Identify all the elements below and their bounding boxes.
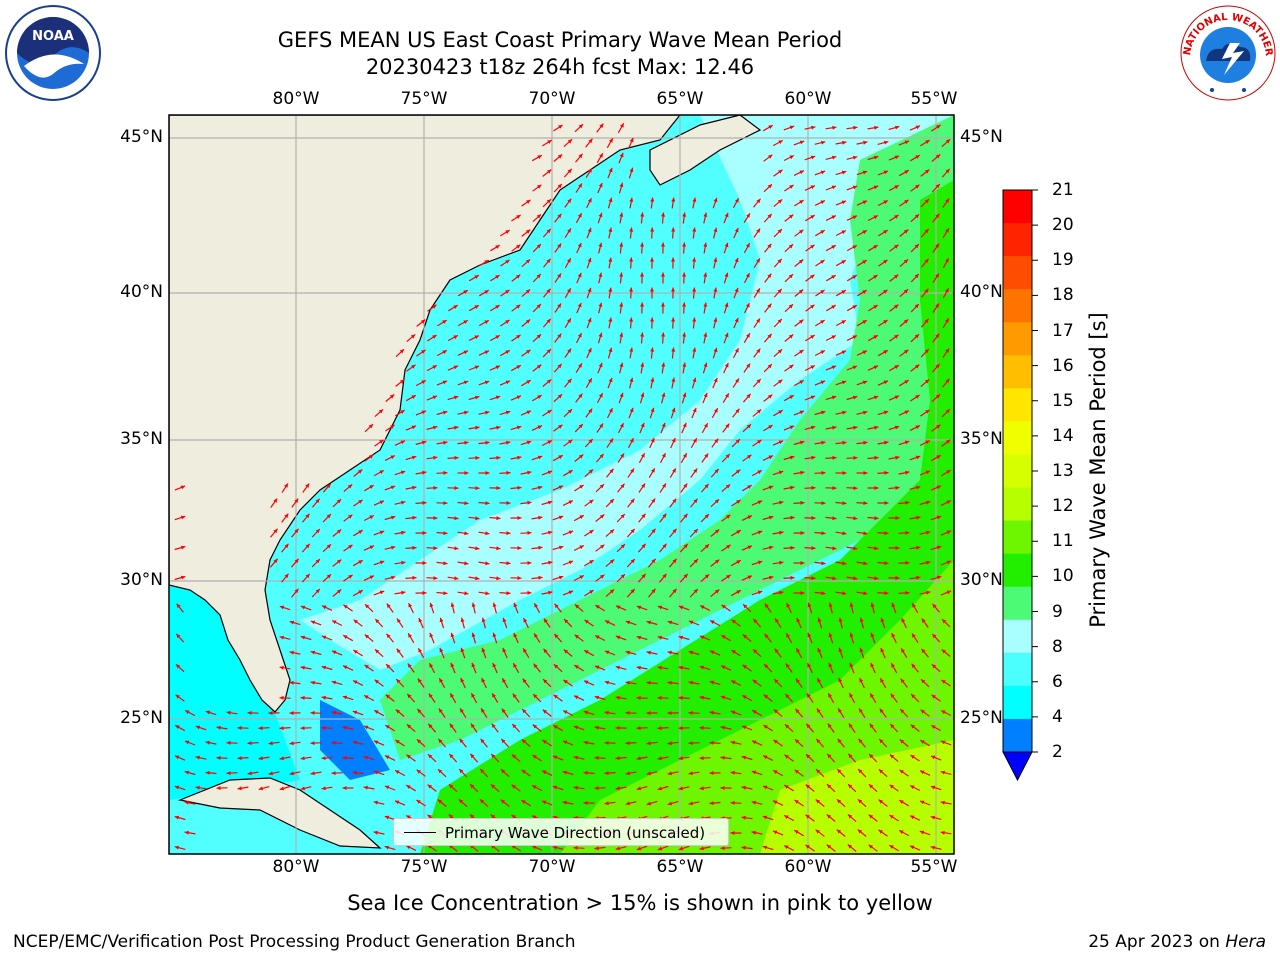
colorbar-segment [1003, 388, 1032, 422]
lat-label-right: 45°N [960, 127, 1003, 147]
colorbar-tick-label: 19 [1052, 250, 1074, 270]
colorbar-segment [1003, 322, 1032, 356]
colorbar-tick-label: 18 [1052, 285, 1074, 305]
colorbar-segment [1003, 587, 1032, 621]
colorbar-title: Primary Wave Mean Period [s] [1086, 312, 1110, 628]
colorbar-segment [1003, 620, 1032, 654]
colorbar-segment [1003, 686, 1032, 720]
colorbar-tick-label: 4 [1052, 707, 1063, 727]
lon-label-top: 55°W [911, 89, 958, 109]
lon-label-top: 60°W [785, 89, 832, 109]
lat-label-left: 30°N [120, 570, 163, 590]
lon-label-bottom: 55°W [911, 857, 958, 877]
colorbar-tick-label: 20 [1052, 215, 1074, 235]
footer-credit: NCEP/EMC/Verification Post Processing Pr… [13, 932, 576, 952]
colorbar-tick-label: 11 [1052, 531, 1074, 551]
sea-ice-note: Sea Ice Concentration > 15% is shown in … [160, 891, 1120, 915]
lon-label-bottom: 60°W [785, 857, 832, 877]
colorbar-underflow-triangle [1003, 752, 1032, 780]
lat-label-left: 45°N [120, 127, 163, 147]
lat-label-left: 40°N [120, 282, 163, 302]
colorbar-segment [1003, 454, 1032, 488]
colorbar-segment [1003, 653, 1032, 687]
lon-label-top: 65°W [657, 89, 704, 109]
lat-label-right: 40°N [960, 282, 1003, 302]
colorbar-tick-label: 9 [1052, 602, 1063, 622]
colorbar-tick-label: 16 [1052, 356, 1074, 376]
colorbar-segment [1003, 421, 1032, 455]
colorbar-tick-label: 10 [1052, 566, 1074, 586]
lat-label-left: 35°N [120, 429, 163, 449]
colorbar-segment [1003, 289, 1032, 323]
lon-label-top: 70°W [529, 89, 576, 109]
legend-label: Primary Wave Direction (unscaled) [445, 819, 705, 847]
footer-date: 25 Apr 2023 on Hera [1088, 932, 1266, 952]
colorbar-tick-label: 8 [1052, 637, 1063, 657]
lon-label-bottom: 70°W [529, 857, 576, 877]
arrow-legend: Primary Wave Direction (unscaled) [393, 818, 729, 846]
colorbar-tick-label: 2 [1052, 742, 1063, 762]
lat-label-right: 30°N [960, 570, 1003, 590]
colorbar-segment [1003, 256, 1032, 290]
colorbar-tick-label: 17 [1052, 321, 1074, 341]
footer-date-text: 25 Apr 2023 on [1088, 932, 1225, 952]
lat-label-left: 25°N [120, 708, 163, 728]
colorbar-tick-label: 15 [1052, 391, 1074, 411]
colorbar-segment [1003, 488, 1032, 522]
colorbar-segment [1003, 521, 1032, 555]
colorbar-segment [1003, 554, 1032, 588]
lon-label-bottom: 75°W [401, 857, 448, 877]
colorbar-tick-label: 14 [1052, 426, 1074, 446]
lat-label-right: 25°N [960, 708, 1003, 728]
colorbar [1003, 190, 1038, 780]
colorbar-tick-label: 12 [1052, 496, 1074, 516]
colorbar-tick-label: 13 [1052, 461, 1074, 481]
legend-line [404, 832, 436, 833]
lon-label-bottom: 80°W [273, 857, 320, 877]
colorbar-tick-label: 21 [1052, 180, 1074, 200]
colorbar-segment [1003, 223, 1032, 257]
colorbar-tick-label: 6 [1052, 672, 1063, 692]
lon-label-top: 75°W [401, 89, 448, 109]
colorbar-segment [1003, 719, 1032, 753]
colorbar-segment [1003, 355, 1032, 389]
footer-machine: Hera [1225, 932, 1266, 952]
lon-label-top: 80°W [273, 89, 320, 109]
colorbar-segment [1003, 190, 1032, 224]
lat-label-right: 35°N [960, 429, 1003, 449]
lon-label-bottom: 65°W [657, 857, 704, 877]
